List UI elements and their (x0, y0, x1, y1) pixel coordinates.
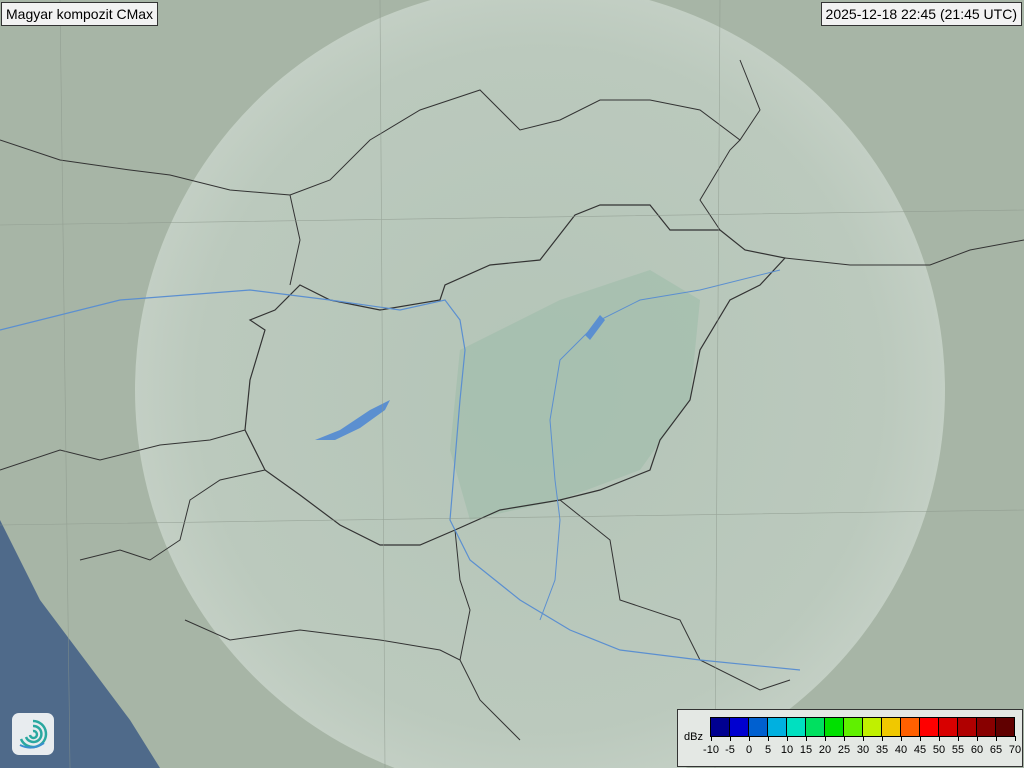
legend-color-cell (882, 718, 901, 736)
legend-tick-mark (863, 736, 864, 741)
legend-color-cell (939, 718, 958, 736)
legend-tick-mark (939, 736, 940, 741)
legend-tick-mark (977, 736, 978, 741)
swirl-logo-icon (12, 713, 54, 755)
legend-tick-label: 65 (989, 744, 1003, 756)
legend-tick-label: -10 (703, 744, 719, 756)
legend-tick-mark (882, 736, 883, 741)
legend-color-cell (825, 718, 844, 736)
legend-tick-label: 70 (1008, 744, 1022, 756)
legend-tick-mark (711, 736, 712, 741)
dbz-legend: dBz -10 -5 0 5 10 15 20 25 30 35 40 45 50 55 60 65 70 (677, 709, 1023, 767)
legend-color-cell (977, 718, 996, 736)
legend-tick-label: 55 (951, 744, 965, 756)
timestamp-label: 2025-12-18 22:45 (21:45 UTC) (820, 2, 1022, 26)
legend-tick-label: 20 (818, 744, 832, 756)
legend-tick-label: 5 (764, 744, 772, 756)
legend-tick-label: 0 (745, 744, 753, 756)
legend-tick-label: 50 (932, 744, 946, 756)
legend-color-cell (958, 718, 977, 736)
legend-color-cell (920, 718, 939, 736)
legend-tick-mark (901, 736, 902, 741)
legend-tick-mark (768, 736, 769, 741)
legend-color-cell (787, 718, 806, 736)
legend-tick-mark (749, 736, 750, 741)
legend-tick-mark (806, 736, 807, 741)
legend-tick-mark (787, 736, 788, 741)
adriatic-sea (0, 520, 160, 768)
legend-tick-mark (958, 736, 959, 741)
legend-tick-label: 30 (856, 744, 870, 756)
legend-tick-mark (844, 736, 845, 741)
legend-tick-label: 40 (894, 744, 908, 756)
legend-tick-label: 15 (799, 744, 813, 756)
legend-tick-label: 35 (875, 744, 889, 756)
legend-color-cell (768, 718, 787, 736)
hungary-border (244, 204, 787, 546)
legend-color-cell (901, 718, 920, 736)
legend-tick-label: 25 (837, 744, 851, 756)
danube-river (0, 289, 801, 671)
product-title: Magyar kompozit CMax (1, 2, 159, 26)
legend-tick-mark (1015, 736, 1016, 741)
legend-color-cell (749, 718, 768, 736)
legend-color-cell (844, 718, 863, 736)
legend-tick-mark (730, 736, 731, 741)
legend-tick-mark (996, 736, 997, 741)
legend-tick-mark (920, 736, 921, 741)
legend-tick-label: 10 (780, 744, 794, 756)
tisza-lake (585, 315, 605, 340)
legend-tick-mark (825, 736, 826, 741)
legend-color-cell (996, 718, 1014, 736)
legend-color-cell (711, 718, 730, 736)
legend-color-cell (730, 718, 749, 736)
other-borders (0, 59, 1024, 741)
legend-tick-label: -5 (725, 744, 735, 756)
balaton-lake (315, 400, 390, 440)
legend-tick-label: 45 (913, 744, 927, 756)
legend-color-cell (806, 718, 825, 736)
legend-tick-label: 60 (970, 744, 984, 756)
legend-unit: dBz (684, 731, 703, 743)
great-plain-area (450, 270, 700, 520)
legend-color-cell (863, 718, 882, 736)
tisza-river (539, 269, 781, 621)
legend-color-bar (710, 717, 1015, 737)
